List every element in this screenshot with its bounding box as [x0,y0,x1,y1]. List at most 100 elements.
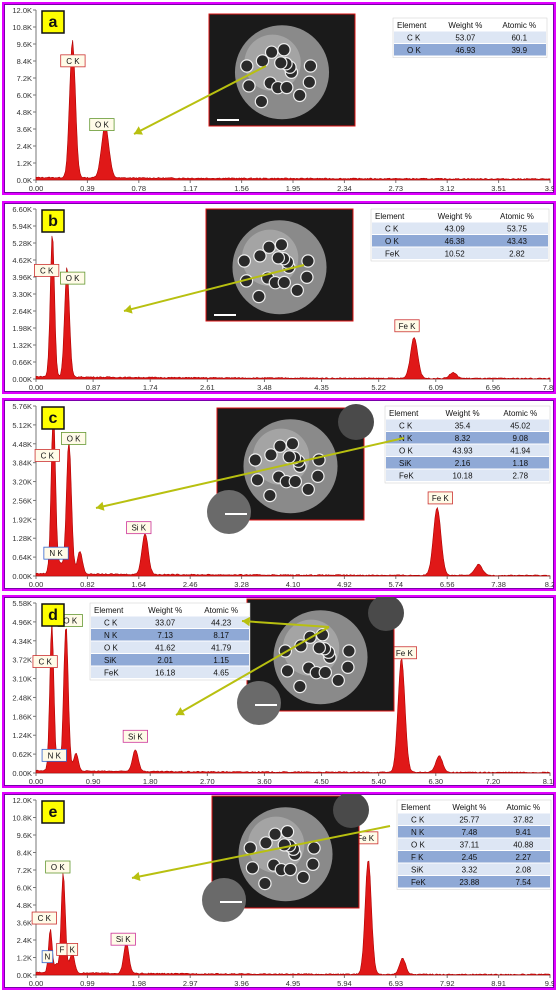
y-tick-label: 9.6K [17,831,32,840]
y-tick-label: 2.64K [12,307,32,316]
peak-label: C K [32,912,56,924]
sem-pore [238,255,250,267]
x-tick-label: 7.38 [491,580,506,589]
table-cell: 10.52 [445,250,466,259]
x-tick-label: 0.39 [80,184,95,193]
pointer-arrowhead [96,502,105,511]
table-cell: 53.75 [507,225,528,234]
y-tick-label: 3.10K [12,675,32,684]
sem-pore [304,60,316,72]
table-header-cell: Weight % [452,803,486,812]
table-cell: 45.02 [510,422,531,431]
x-tick-label: 2.61 [200,383,215,392]
x-tick-label: 0.00 [29,777,44,786]
y-tick-label: 12.0K [12,6,32,15]
peak-label-text: Fe K [396,649,414,658]
table-header-cell: Weight % [448,21,482,30]
panel-letter-badge: c [42,407,64,429]
y-tick-label: 5.58K [12,599,32,608]
table-cell: 41.94 [510,447,531,456]
y-tick-label: 7.2K [17,74,32,83]
table-cell: SiK [104,656,117,665]
y-tick-label: 6.0K [17,91,32,100]
sem-pore [342,661,354,673]
table-header-cell: Element [375,212,405,221]
peak-label-text: O K [95,121,109,130]
sem-pore [275,239,287,251]
x-tick-label: 0.00 [29,184,44,193]
sem-pore [278,839,290,851]
table-cell: C K [104,619,118,628]
sem-pore [272,252,284,264]
x-tick-label: 7.92 [440,979,455,988]
table-cell: O K [407,46,421,55]
sem-pore [308,842,320,854]
x-tick-label: 2.73 [388,184,403,193]
peak-label: O K [90,119,114,131]
panel-letter-badge: b [42,210,64,232]
peak-label-text: O K [63,617,77,626]
y-tick-label: 3.84K [12,459,32,468]
y-tick-label: 4.34K [12,637,32,646]
sem-pore [281,826,293,838]
sem-pore [284,863,296,875]
table-cell: 2.82 [509,250,525,259]
table-cell: 37.82 [513,816,534,825]
table-cell: FeK [385,250,400,259]
x-tick-label: 0.90 [86,777,101,786]
peak-label-text: Si K [116,935,131,944]
y-tick-label: 2.4K [17,936,32,945]
pointer-arrowhead [124,305,133,314]
y-tick-label: 0.62K [12,750,32,759]
x-tick-label: 8.2 [545,580,554,589]
peak-label: O K [60,272,84,284]
sem-pore [289,475,301,487]
y-tick-label: 5.12K [12,421,32,430]
table-header-cell: Element [389,409,419,418]
table-header-cell: Element [401,803,431,812]
table-header-cell: Atomic % [506,803,540,812]
x-tick-label: 6.56 [440,580,455,589]
x-tick-label: 3.48 [257,383,272,392]
y-tick-label: 8.4K [17,849,32,858]
table-cell: 33.07 [155,619,176,628]
peak-label: C K [33,656,57,668]
table-cell: 46.38 [445,237,466,246]
table-cell: C K [399,422,413,431]
table-cell: 46.93 [455,46,476,55]
table-cell: 2.78 [513,472,529,481]
x-tick-label: 6.93 [388,979,403,988]
table-cell: 41.62 [155,644,176,653]
x-tick-label: 1.56 [234,184,249,193]
y-tick-label: 4.96K [12,618,32,627]
peak-label-text: Fe K [432,494,450,503]
sem-pore [246,862,258,874]
peak-label-text: F [60,945,65,954]
peak-label-text: C K [40,266,54,275]
x-tick-label: 0.00 [29,383,44,392]
sem-neighbor-particle [202,878,246,922]
x-tick-label: 4.95 [286,979,301,988]
x-tick-label: 1.80 [143,777,158,786]
eds-spectrum-d: 5.58K4.96K4.34K3.72K3.10K2.48K1.86K1.24K… [4,597,554,786]
table-cell: 37.11 [460,841,480,850]
table-header-cell: Atomic % [500,212,534,221]
table-cell: O K [399,447,413,456]
table-header-cell: Element [94,606,124,615]
table-cell: 10.18 [453,472,474,481]
x-tick-label: 9.9 [545,979,554,988]
sem-pore [291,284,303,296]
table-cell: 7.48 [462,828,478,837]
eds-spectrum-b: 6.60K5.94K5.28K4.62K3.96K3.30K2.64K1.98K… [4,203,554,392]
y-tick-label: 1.2K [17,954,32,963]
x-tick-label: 6.30 [428,777,443,786]
peak-label-text: O K [67,434,81,443]
x-tick-label: 4.10 [286,580,301,589]
sem-pore [303,76,315,88]
y-tick-label: 3.20K [12,478,32,487]
table-cell: FeK [104,669,119,678]
sem-neighbor-particle [338,404,374,440]
